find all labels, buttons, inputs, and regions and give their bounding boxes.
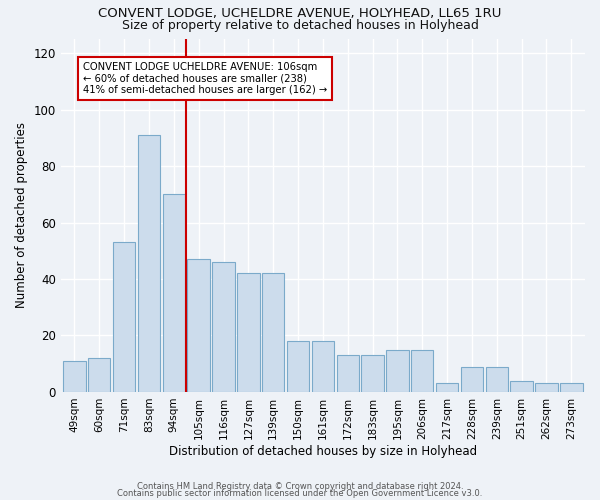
Bar — [63, 361, 86, 392]
Bar — [138, 135, 160, 392]
Bar — [163, 194, 185, 392]
Bar — [386, 350, 409, 392]
Text: CONVENT LODGE UCHELDRE AVENUE: 106sqm
← 60% of detached houses are smaller (238): CONVENT LODGE UCHELDRE AVENUE: 106sqm ← … — [83, 62, 328, 95]
Bar — [113, 242, 136, 392]
Text: Contains public sector information licensed under the Open Government Licence v3: Contains public sector information licen… — [118, 490, 482, 498]
Bar — [560, 384, 583, 392]
Bar — [187, 259, 210, 392]
Text: Contains HM Land Registry data © Crown copyright and database right 2024.: Contains HM Land Registry data © Crown c… — [137, 482, 463, 491]
Bar — [411, 350, 433, 392]
Bar — [436, 384, 458, 392]
Bar — [262, 274, 284, 392]
Text: CONVENT LODGE, UCHELDRE AVENUE, HOLYHEAD, LL65 1RU: CONVENT LODGE, UCHELDRE AVENUE, HOLYHEAD… — [98, 8, 502, 20]
Bar — [485, 366, 508, 392]
Bar — [287, 341, 309, 392]
Text: Size of property relative to detached houses in Holyhead: Size of property relative to detached ho… — [122, 18, 478, 32]
Bar — [88, 358, 110, 392]
X-axis label: Distribution of detached houses by size in Holyhead: Distribution of detached houses by size … — [169, 444, 477, 458]
Bar — [337, 356, 359, 392]
Bar — [461, 366, 483, 392]
Bar — [237, 274, 260, 392]
Bar — [511, 380, 533, 392]
Bar — [212, 262, 235, 392]
Bar — [312, 341, 334, 392]
Bar — [535, 384, 557, 392]
Bar — [361, 356, 384, 392]
Y-axis label: Number of detached properties: Number of detached properties — [15, 122, 28, 308]
